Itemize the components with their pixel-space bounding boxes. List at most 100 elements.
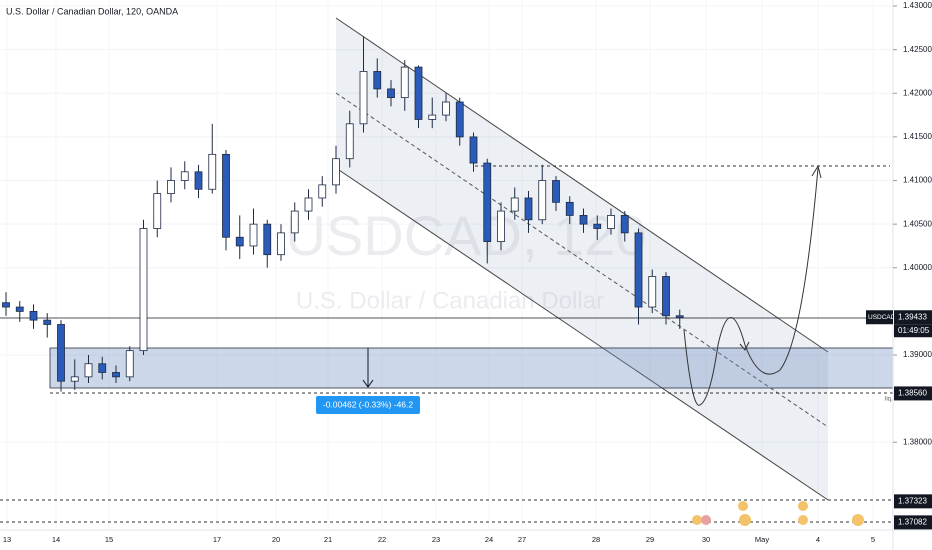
candle-body (194, 171, 203, 190)
event-icon (739, 514, 751, 526)
candle-body (552, 180, 560, 203)
x-tick-label: 13 (3, 535, 11, 544)
candle-body (579, 215, 588, 225)
candle-body (469, 136, 478, 164)
x-tick-label: 14 (52, 535, 60, 544)
measure-label: -0.00462 (-0.33%) -46.2 (323, 399, 414, 409)
candle-body (318, 184, 327, 199)
event-icon (852, 514, 864, 526)
candle-body (648, 276, 657, 308)
candle-body (84, 363, 93, 378)
x-tick-label: 5 (871, 535, 875, 544)
candle-body (414, 66, 423, 120)
candle-body (304, 197, 313, 212)
candle-body (565, 201, 574, 216)
y-tick-label: 1.42000 (903, 88, 932, 97)
y-tick-label: 1.42500 (903, 45, 932, 54)
candle-body (153, 193, 162, 229)
symbol-label: USDCAD (868, 314, 896, 321)
y-tick-label: 1.40000 (903, 263, 932, 272)
x-tick-label: 17 (213, 535, 221, 544)
candle-body (497, 210, 505, 242)
y-tick-label: 1.40500 (903, 219, 932, 228)
chart-title: U.S. Dollar / Canadian Dollar, 120, OAND… (6, 6, 178, 16)
x-tick-label: 27 (518, 535, 526, 544)
candle-body (607, 215, 615, 229)
candle-body (70, 376, 79, 382)
x-tick-label: 24 (485, 535, 493, 544)
candle-body (455, 101, 464, 138)
candle-body (662, 276, 670, 317)
candle-body (125, 350, 134, 378)
event-icon (738, 501, 748, 511)
channel-lower (335, 167, 829, 501)
price-badge-label: 1.38560 (898, 389, 927, 398)
watermark-name: U.S. Dollar / Canadian Dollar (296, 287, 604, 314)
candle-body (208, 153, 217, 190)
candle-body (29, 311, 38, 321)
candle-body (442, 101, 450, 116)
price-badge-label: 1.39433 (898, 312, 927, 321)
symbol-badge (866, 310, 893, 325)
candle-body (538, 180, 547, 221)
event-icon (692, 515, 702, 525)
channel-fill (336, 18, 828, 500)
candle-body (290, 210, 299, 234)
y-tick-label: 1.38000 (903, 437, 932, 446)
event-icon (798, 501, 808, 511)
price-badge-label: 1.37323 (898, 496, 927, 505)
candle-body (675, 315, 684, 318)
candle-body (524, 197, 533, 221)
x-tick-label: 15 (105, 535, 113, 544)
y-tick-label: 1.39000 (903, 350, 932, 359)
x-tick-label: May (755, 535, 769, 544)
candle-body (180, 171, 189, 181)
candle-body (222, 153, 230, 238)
grid (0, 0, 893, 530)
candle-body (428, 114, 437, 120)
candle-body (167, 180, 175, 195)
candle-body (98, 363, 107, 373)
candle-body (277, 232, 285, 256)
measure-arrowhead (362, 379, 374, 388)
projection-arrowhead (811, 164, 822, 179)
candle-body (634, 232, 643, 308)
candle-body (359, 71, 368, 125)
candle-body (620, 215, 629, 234)
y-tick-label: 1.41500 (903, 132, 932, 141)
price-badge (894, 386, 932, 401)
projection-arrowhead (739, 341, 750, 351)
y-tick-label: 1.41000 (903, 176, 932, 185)
price-badge (894, 515, 932, 530)
x-tick-label: 21 (324, 535, 332, 544)
candle-body (483, 162, 492, 242)
price-badge (894, 310, 932, 325)
projection-path (683, 167, 819, 406)
x-tick-label: 4 (816, 535, 820, 544)
candle-body (235, 236, 244, 247)
price-badge (894, 494, 932, 509)
countdown-label: 01:49:05 (898, 326, 930, 335)
zone-note: liq. (885, 397, 893, 403)
candle-body (332, 158, 340, 186)
candle-body (139, 228, 148, 352)
candle-body (249, 223, 258, 247)
candle-body (387, 88, 395, 99)
channel-mid (335, 92, 829, 428)
x-tick-label: 20 (272, 535, 280, 544)
time-axis: 13 14 15 17 20 21 22 23 24 27 28 29 30 May 4 5 (3, 535, 875, 544)
x-tick-label: 28 (592, 535, 600, 544)
price-axis: 1.43000 1.42500 1.42000 1.41500 1.41000 1.405… (866, 1, 932, 530)
candle-body (15, 306, 24, 312)
x-tick-label: 29 (646, 535, 654, 544)
price-badge-label: 1.37082 (898, 517, 927, 526)
demand-zone (49, 347, 894, 389)
event-icon (701, 515, 711, 525)
x-tick-label: 22 (378, 535, 386, 544)
measure-box (316, 396, 420, 414)
candle-body (2, 302, 10, 308)
candle-body (43, 319, 52, 325)
x-tick-label: 30 (702, 535, 710, 544)
